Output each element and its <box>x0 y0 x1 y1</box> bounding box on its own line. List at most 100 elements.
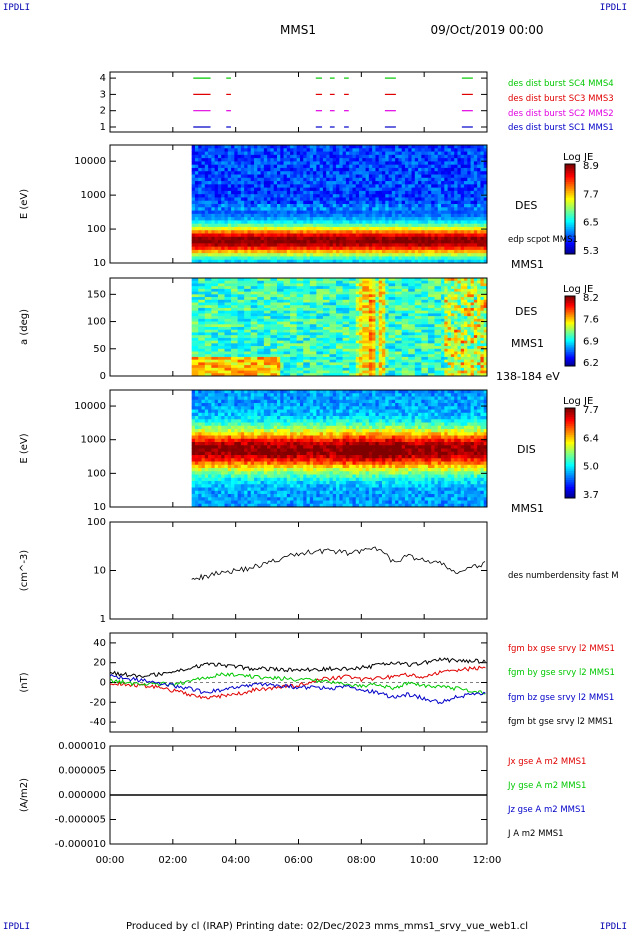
spectrogram-cell <box>254 226 258 231</box>
spectrogram-cell <box>313 200 317 205</box>
spectrogram-cell <box>263 280 268 284</box>
spectrogram-cell <box>217 240 222 244</box>
spectrogram-cell <box>398 253 403 257</box>
spectrogram-cell <box>277 286 281 290</box>
spectrogram-cell <box>240 305 245 309</box>
spectrogram-cell <box>470 226 475 231</box>
spectrogram-cell <box>362 249 366 254</box>
spectrogram-cell <box>454 167 458 172</box>
spectrogram-cell <box>194 365 199 369</box>
spectrogram-cell <box>280 351 284 355</box>
spectrogram-cell <box>418 171 422 175</box>
spectrogram-cell <box>240 373 245 377</box>
spectrogram-cell <box>375 259 380 264</box>
spectrogram-cell <box>375 190 380 195</box>
spectrogram-cell <box>273 318 278 322</box>
spectrogram-cell <box>319 313 324 317</box>
spectrogram-cell <box>257 280 261 284</box>
spectrogram-cell <box>441 207 445 211</box>
spectrogram-cell <box>267 154 271 159</box>
spectrogram-cell <box>342 249 347 254</box>
spectrogram-cell <box>234 181 239 185</box>
spectrogram-cell <box>260 373 265 377</box>
spectrogram-cell <box>306 324 311 328</box>
spectrogram-cell <box>273 305 278 309</box>
des-energy-colorbar-segment <box>565 224 575 228</box>
spectrogram-cell <box>290 343 294 347</box>
spectrogram-cell <box>431 167 435 172</box>
spectrogram-cell <box>283 313 288 317</box>
spectrogram-cell <box>208 259 212 264</box>
spectrogram-cell <box>306 351 311 355</box>
burst-legend-3: des dist burst SC3 MMS3 <box>508 94 614 104</box>
spectrogram-cell <box>299 167 304 172</box>
spectrogram-cell <box>247 220 252 225</box>
spectrogram-cell <box>345 181 350 185</box>
spectrogram-cell <box>211 362 216 366</box>
spectrogram-cell <box>303 307 307 312</box>
spectrogram-cell <box>250 243 255 248</box>
spectrogram-cell <box>309 213 314 218</box>
spectrogram-cell <box>204 354 209 358</box>
spectrogram-cell <box>306 194 311 198</box>
spectrogram-cell <box>306 246 311 251</box>
spectrogram-cell <box>319 332 324 336</box>
spectrogram-cell <box>322 210 327 215</box>
spectrogram-cell <box>313 335 317 339</box>
spectrogram-cell <box>385 256 389 261</box>
spectrogram-cell <box>198 318 202 322</box>
spectrogram-cell <box>221 236 225 241</box>
spectrogram-cell <box>306 318 311 322</box>
spectrogram-cell <box>217 233 222 238</box>
spectrogram-cell <box>395 145 399 149</box>
spectrogram-cell <box>299 187 304 192</box>
spectrogram-cell <box>270 151 275 156</box>
spectrogram-cell <box>414 174 419 179</box>
spectrogram-cell <box>244 259 248 264</box>
spectrogram-cell <box>355 217 360 221</box>
spectrogram-cell <box>214 256 219 261</box>
spectrogram-cell <box>260 310 265 314</box>
spectrogram-cell <box>457 217 462 221</box>
spectrogram-cell <box>352 249 357 254</box>
spectrogram-cell <box>247 151 252 156</box>
spectrogram-cell <box>280 297 284 301</box>
spectrogram-cell <box>460 253 465 257</box>
des-energy-colorbar-segment <box>565 179 575 183</box>
spectrogram-cell <box>290 217 294 221</box>
spectrogram-cell <box>345 217 350 221</box>
spectrogram-cell <box>355 210 360 215</box>
spectrogram-cell <box>231 154 235 159</box>
spectrogram-cell <box>296 184 301 189</box>
spectrogram-cell <box>234 283 239 287</box>
spectrogram-cell <box>224 337 229 342</box>
spectrogram-cell <box>414 210 419 215</box>
des-energy-colorbar-segment <box>565 182 575 185</box>
spectrogram-cell <box>240 148 245 152</box>
spectrogram-cell <box>211 280 216 284</box>
spectrogram-cell <box>221 365 225 369</box>
spectrogram-cell <box>424 253 429 257</box>
spectrogram-cell <box>427 197 432 202</box>
spectrogram-cell <box>270 161 275 166</box>
spectrogram-cell <box>254 204 258 208</box>
spectrogram-cell <box>250 154 255 159</box>
spectrogram-cell <box>427 256 432 261</box>
spectrogram-cell <box>208 200 212 205</box>
spectrogram-cell <box>198 297 202 301</box>
spectrogram-cell <box>483 184 488 189</box>
spectrogram-cell <box>247 337 252 342</box>
spectrogram-cell <box>293 351 298 355</box>
spectrogram-cell <box>313 187 317 192</box>
spectrogram-cell <box>280 194 284 198</box>
spectrogram-cell <box>273 220 278 225</box>
spectrogram-cell <box>470 164 475 169</box>
spectrogram-cell <box>211 327 216 331</box>
spectrogram-cell <box>382 171 386 175</box>
spectrogram-cell <box>483 243 488 248</box>
spectrogram-cell <box>194 343 199 347</box>
spectrogram-cell <box>211 223 216 228</box>
spectrogram-cell <box>286 256 291 261</box>
spectrogram-cell <box>332 316 337 320</box>
spectrogram-cell <box>231 230 235 234</box>
